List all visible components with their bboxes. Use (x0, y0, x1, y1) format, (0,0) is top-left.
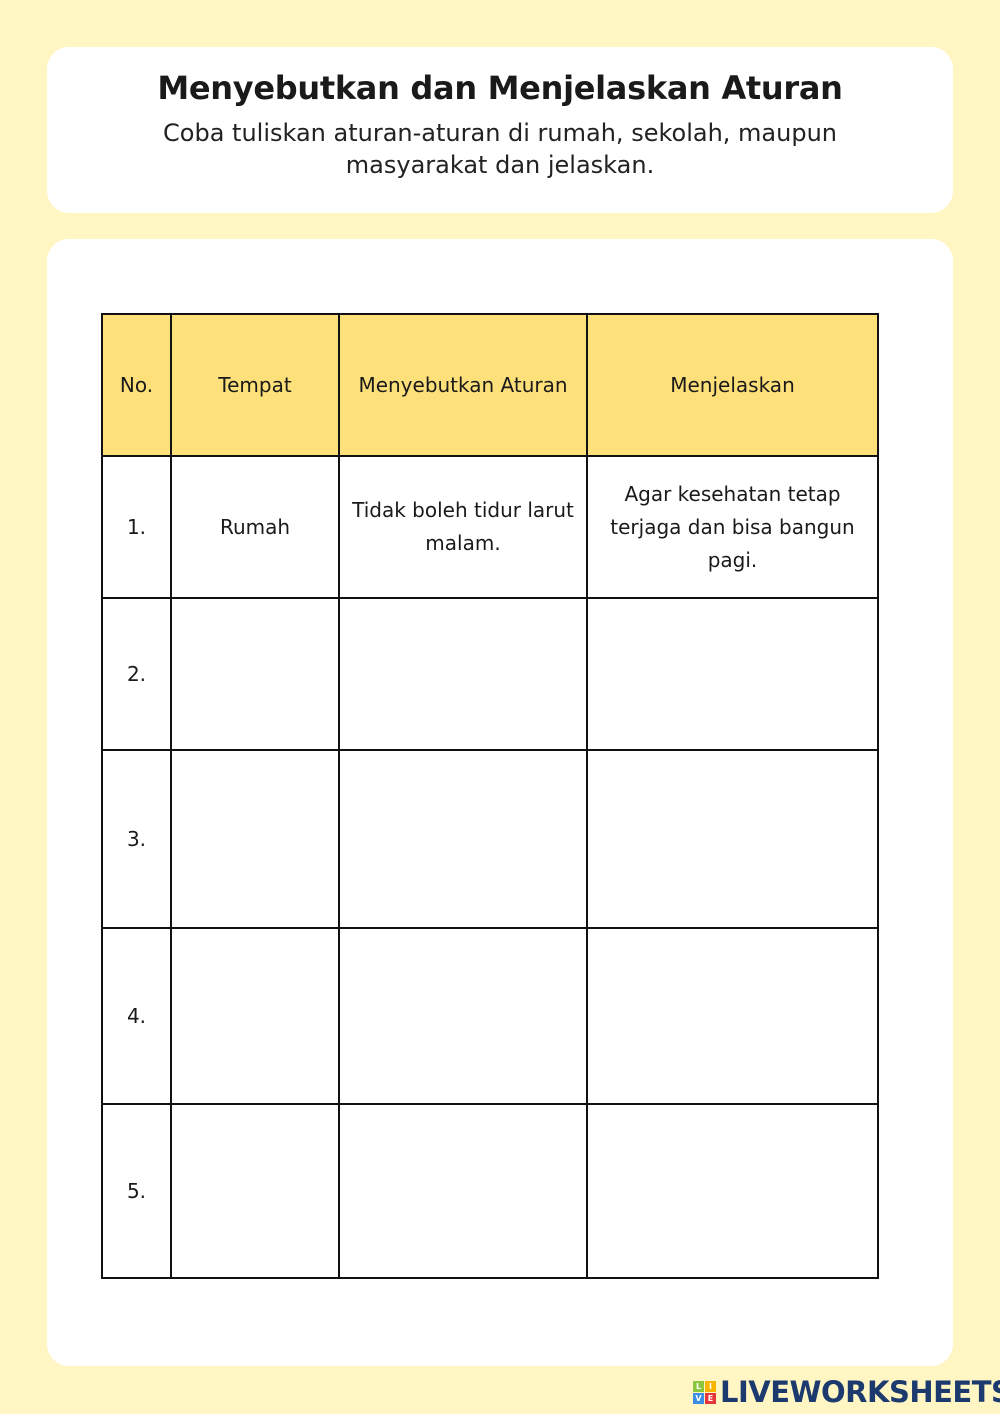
row-number: 4. (101, 927, 172, 1105)
tempat-cell: Rumah (170, 455, 340, 599)
penjelasan-input[interactable] (586, 1103, 879, 1279)
penjelasan-input[interactable] (586, 597, 879, 751)
logo-blocks-icon: L I V E (693, 1380, 716, 1404)
aturan-input[interactable] (338, 749, 588, 929)
row-number: 1. (101, 455, 172, 599)
row-number: 5. (101, 1103, 172, 1279)
table-row: 5. (101, 1103, 879, 1279)
table-row: 1. Rumah Tidak boleh tidur larut malam. … (101, 455, 879, 599)
header-aturan: Menyebutkan Aturan (338, 313, 588, 457)
table-header-row: No. Tempat Menyebutkan Aturan Menjelaska… (101, 313, 879, 457)
table-row: 4. (101, 927, 879, 1105)
penjelasan-cell: Agar kesehatan tetap terjaga dan bisa ba… (586, 455, 879, 599)
title-card: Menyebutkan dan Menjelaskan Aturan Coba … (47, 47, 953, 213)
header-menjelaskan: Menjelaskan (586, 313, 879, 457)
aturan-input[interactable] (338, 597, 588, 751)
table-row: 3. (101, 749, 879, 929)
page-title: Menyebutkan dan Menjelaskan Aturan (157, 69, 843, 107)
tempat-input[interactable] (170, 927, 340, 1105)
page-instructions: Coba tuliskan aturan-aturan di rumah, se… (163, 119, 837, 179)
aturan-cell: Tidak boleh tidur larut malam. (338, 455, 588, 599)
penjelasan-input[interactable] (586, 749, 879, 929)
aturan-input[interactable] (338, 1103, 588, 1279)
row-number: 3. (101, 749, 172, 929)
tempat-input[interactable] (170, 1103, 340, 1279)
aturan-input[interactable] (338, 927, 588, 1105)
header-no: No. (101, 313, 172, 457)
tempat-input[interactable] (170, 749, 340, 929)
table-row: 2. (101, 597, 879, 751)
rules-table: No. Tempat Menyebutkan Aturan Menjelaska… (101, 313, 879, 1279)
penjelasan-input[interactable] (586, 927, 879, 1105)
liveworksheets-logo: L I V E LIVEWORKSHEETS (693, 1375, 1000, 1409)
row-number: 2. (101, 597, 172, 751)
header-tempat: Tempat (170, 313, 340, 457)
tempat-input[interactable] (170, 597, 340, 751)
logo-text: LIVEWORKSHEETS (720, 1375, 1000, 1409)
